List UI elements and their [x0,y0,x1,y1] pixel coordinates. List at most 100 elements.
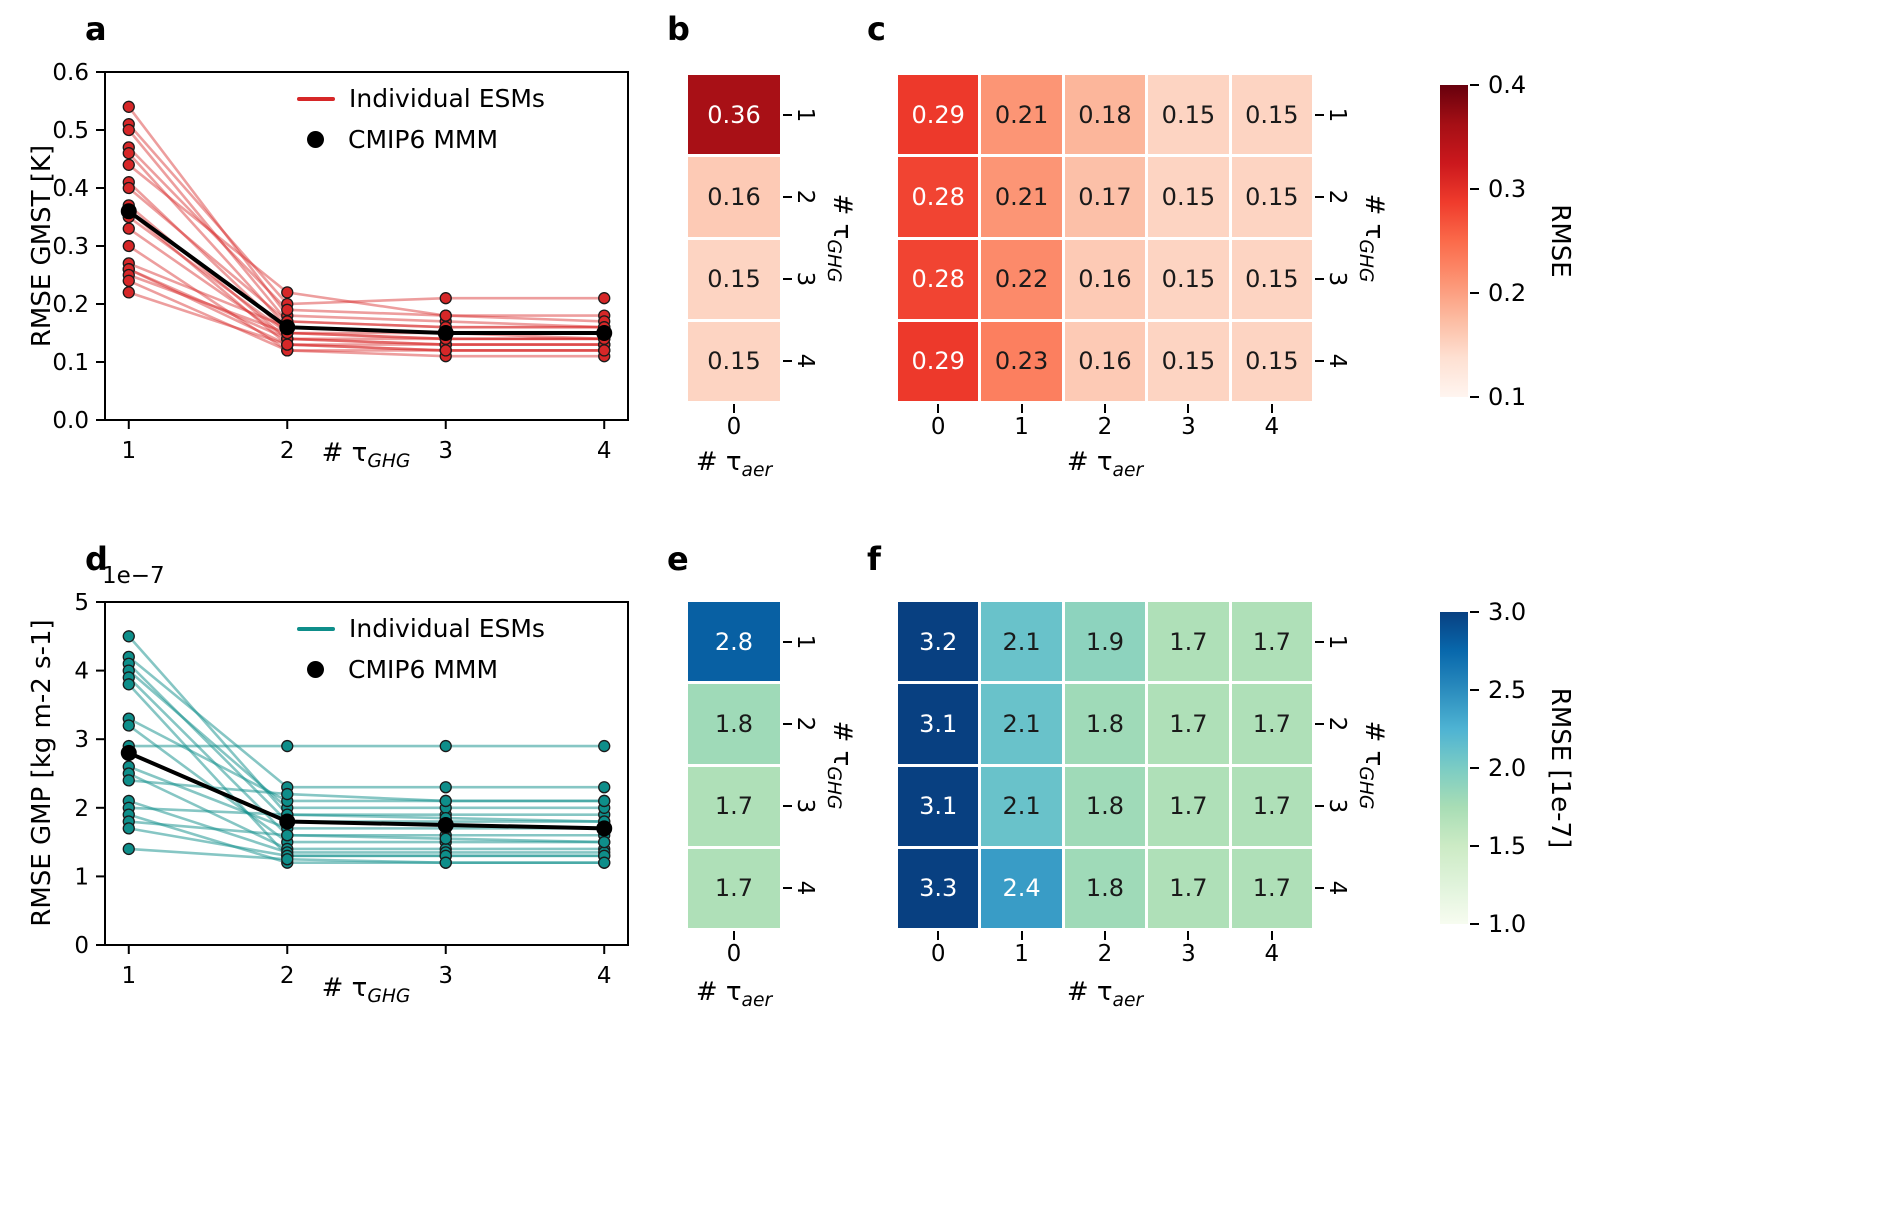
x-tick-mark [1020,404,1023,413]
heatmap-b: 0.36 0.16 0.15 0.15 [688,75,780,401]
x-tick-label: 4 [1264,941,1280,967]
panel-e-ylabel: # τGHG [823,721,857,810]
colorbar-tick-label: 1.0 [1488,910,1527,938]
y-tick-label: 2 [74,796,89,822]
x-tick-label: 3 [438,438,453,464]
heatmap-cell: 0.15 [1231,239,1312,319]
y-tick-label: 1 [74,864,89,890]
y-tick-label: 0.2 [52,292,89,318]
esm-point [439,832,452,845]
esm-point [281,286,294,299]
esm-line [128,827,605,858]
xlabel-prefix: # τ [695,446,742,477]
panel-d-xlabel: # τGHG [322,973,411,1007]
colorbar-tick-label: 2.5 [1488,676,1527,704]
xlabel-prefix: # τ [1066,976,1113,1007]
esm-point [281,853,294,866]
x-tick-label: 0 [930,941,946,967]
panel-f-xlabel: # τaer [1067,977,1143,1011]
heatmap-cell: 0.36 [688,75,780,155]
ylabel-sub: GHG [822,766,844,810]
legend-item-mmm: CMIP6 MMM [297,125,545,154]
heatmap-cell: 1.7 [688,766,780,846]
ylabel-sub: GHG [1354,239,1376,283]
esm-point [281,739,294,753]
esm-point [122,678,135,691]
x-tick-label: 2 [1097,941,1113,967]
mmm-dot-swatch [307,131,324,148]
x-tick-label: 3 [1181,414,1196,440]
y-tick-label: 0.5 [52,118,89,144]
esm-point [439,781,452,794]
y-tick-label: 3 [74,727,89,753]
colorbar-c-label: RMSE [1545,204,1575,278]
panel-label-b: b [667,10,690,48]
x-tick-label: 1 [121,963,136,989]
y-tick-mark [783,113,792,116]
colorbar-tick-mark [1470,396,1479,398]
y-tick-label: 1 [1324,107,1350,122]
heatmap-cell: 1.7 [1231,684,1312,764]
esm-point [439,292,452,305]
legend-item-mmm: CMIP6 MMM [297,655,545,684]
heatmap-cell: 1.8 [688,684,780,764]
ylabel-prefix: # τ [1359,720,1390,767]
x-tick-mark [1187,404,1190,413]
colorbar-tick-label: 0.2 [1488,279,1527,307]
esm-point [598,344,611,357]
y-tick-label: 1 [792,634,818,649]
y-tick-label: 1 [792,107,818,122]
esm-line [127,146,605,317]
colorbar-c [1440,85,1468,397]
heatmap-cell: 1.7 [688,848,780,928]
panel-c-xlabel: # τaer [1067,447,1143,481]
colorbar-f-label: RMSE [1e-7] [1545,687,1575,849]
heatmap-cell: 0.28 [898,239,979,319]
heatmap-cell: 3.1 [898,766,979,846]
colorbar-tick-mark [1470,689,1479,691]
y-tick-mark [783,805,792,808]
y-tick-mark [1315,113,1324,116]
heatmap-cell: 0.22 [981,239,1062,319]
heatmap-cell: 3.3 [898,848,979,928]
x-tick-label: 4 [597,438,612,464]
y-tick-mark [783,887,792,890]
heatmap-cell: 0.15 [688,239,780,319]
heatmap-cell: 0.29 [898,321,979,401]
panel-a-ylabel: RMSE GMST [K] [27,144,57,348]
heatmap-cell: 1.7 [1231,602,1312,682]
heatmap-cell: 3.1 [898,684,979,764]
heatmap-cell: 1.8 [1064,848,1146,928]
panel-label-d: d [85,540,108,578]
colorbar-tick-mark [1470,292,1479,294]
esm-line [128,806,605,823]
heatmap-cell: 0.29 [898,75,979,155]
xlabel-prefix: # τ [1066,446,1113,477]
x-tick-mark [1104,404,1106,413]
panel-d-ylabel: RMSE GMP [kg m-2 s-1] [27,619,57,927]
esm-point [281,787,294,801]
mmm-point [279,813,296,830]
colorbar-f [1440,612,1468,924]
panel-label-e: e [667,540,689,578]
heatmap-cell: 2.8 [688,602,780,682]
panel-label-a: a [85,10,107,48]
mmm-point [279,319,296,336]
colorbar-tick-mark [1470,767,1479,769]
y-tick-mark [1315,360,1324,363]
legend-d: Individual ESMs CMIP6 MMM [297,614,545,684]
ylabel-sub: GHG [822,239,844,283]
heatmap-cell: 2.4 [981,848,1062,928]
heatmap-c: 0.29 0.21 0.18 0.15 0.15 0.28 0.21 0.17 0.15 0.15… [898,75,1312,401]
xlabel-sub: aer [1112,460,1144,482]
esm-line [128,279,605,358]
esm-line-swatch-d [297,626,335,631]
x-tick-mark [1270,404,1273,413]
y-tick-mark [783,640,792,643]
esm-line [128,268,605,341]
esm-line [127,210,605,352]
y-tick-mark [1315,278,1324,281]
heatmap-cell: 0.23 [981,321,1062,401]
esm-line [127,163,605,323]
